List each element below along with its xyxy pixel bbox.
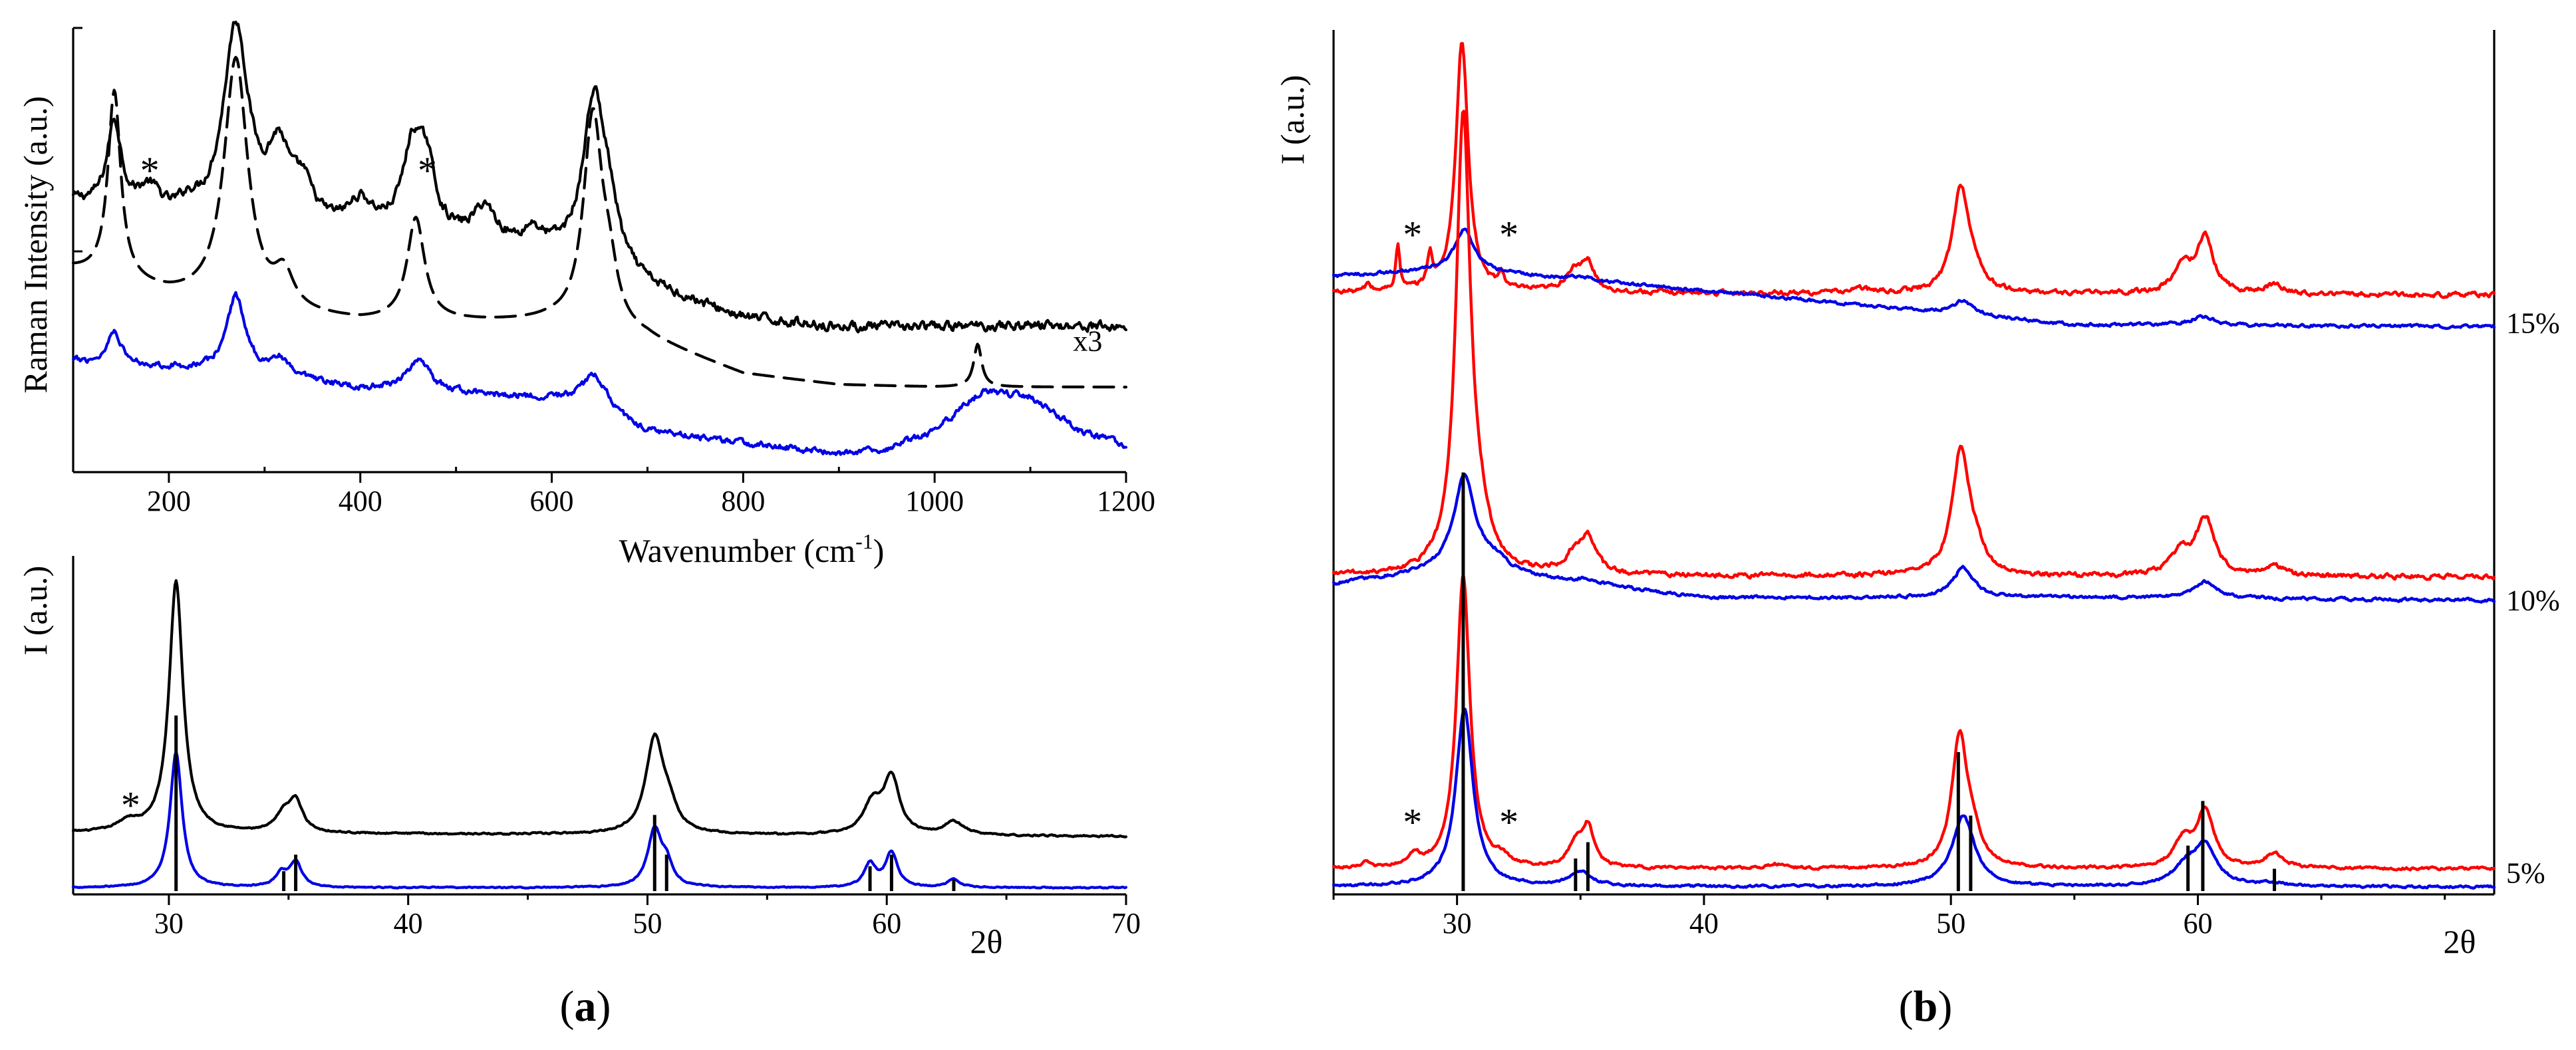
x-tick-label: 70 xyxy=(1111,907,1141,940)
series-line xyxy=(1332,708,2496,890)
xrd-b-x-label: 2θ xyxy=(2444,923,2476,960)
raman-x-label: Wavenumber (cm-1) xyxy=(619,529,885,569)
x-tick-label: 60 xyxy=(872,907,901,940)
concentration-label: 5% xyxy=(2506,857,2545,890)
annotation: * xyxy=(1499,801,1518,844)
x-tick-label: 30 xyxy=(154,907,184,940)
x-tick-label: 400 xyxy=(339,485,382,517)
series-line xyxy=(1332,110,2496,581)
series-line xyxy=(71,291,1128,456)
x-tick-label: 800 xyxy=(721,485,765,517)
series-line xyxy=(1332,42,2496,299)
xrd-a-series xyxy=(71,579,1128,891)
series-line xyxy=(71,56,1128,389)
annotation: * xyxy=(121,783,140,827)
xrd-b-x-ticks: 30 40 50 60 xyxy=(1332,894,2446,940)
series-line xyxy=(71,21,1128,334)
x-tick-label: 50 xyxy=(633,907,662,940)
panel-a-label: (a) xyxy=(560,982,611,1031)
series-line xyxy=(71,579,1128,839)
xrd-b-annotations: * * * * xyxy=(1403,213,1518,845)
x-tick-label: 200 xyxy=(147,485,191,517)
xrd-a-y-label: I (a.u.) xyxy=(17,566,54,656)
annotation: x3 xyxy=(1073,325,1102,358)
xrd-b-chart: I (a.u.) 2θ 30 40 50 60 * * * * 15% 10% 5% xyxy=(1274,30,2560,960)
annotation: * xyxy=(140,149,160,192)
x-tick-label: 50 xyxy=(1936,907,1965,940)
annotation: * xyxy=(418,149,437,192)
concentration-label: 15% xyxy=(2506,307,2560,340)
annotation: * xyxy=(1403,801,1422,844)
xrd-a-annotations: * xyxy=(121,783,140,827)
series-line xyxy=(1332,472,2496,604)
panel-b-label: (b) xyxy=(1899,982,1953,1031)
raman-series xyxy=(71,21,1128,456)
x-tick-label: 60 xyxy=(2183,907,2212,940)
raman-x-ticks: 200 400 600 800 1000 1200 xyxy=(72,467,1155,517)
x-tick-label: 1200 xyxy=(1097,485,1155,517)
x-tick-label: 30 xyxy=(1443,907,1472,940)
xrd-a-chart: I (a.u.) 2θ 30 40 50 60 70 * xyxy=(17,556,1141,960)
raman-chart: Raman Intensity (a.u.) Wavenumber (cm-1)… xyxy=(17,21,1155,569)
xrd-b-concentration-labels: 15% 10% 5% xyxy=(2506,307,2560,890)
annotation: * xyxy=(1403,213,1422,257)
annotation: * xyxy=(1499,213,1518,257)
concentration-label: 10% xyxy=(2506,584,2560,616)
raman-annotations: * * x3 xyxy=(140,149,1103,358)
x-tick-label: 40 xyxy=(394,907,423,940)
series-line xyxy=(71,750,1128,890)
x-tick-label: 1000 xyxy=(905,485,964,517)
raman-y-label: Raman Intensity (a.u.) xyxy=(17,96,54,393)
series-line xyxy=(1332,575,2496,872)
series-line xyxy=(1332,227,2496,330)
panel-a-letter: a xyxy=(575,982,597,1031)
xrd-b-series xyxy=(1332,42,2496,891)
panel-b-letter: b xyxy=(1914,982,1938,1031)
xrd-a-x-label: 2θ xyxy=(970,923,1003,960)
x-tick-label: 600 xyxy=(530,485,574,517)
x-tick-label: 40 xyxy=(1689,907,1719,940)
xrd-b-y-label: I (a.u.) xyxy=(1274,75,1311,165)
xrd-a-x-ticks: 30 40 50 60 70 xyxy=(154,894,1141,940)
